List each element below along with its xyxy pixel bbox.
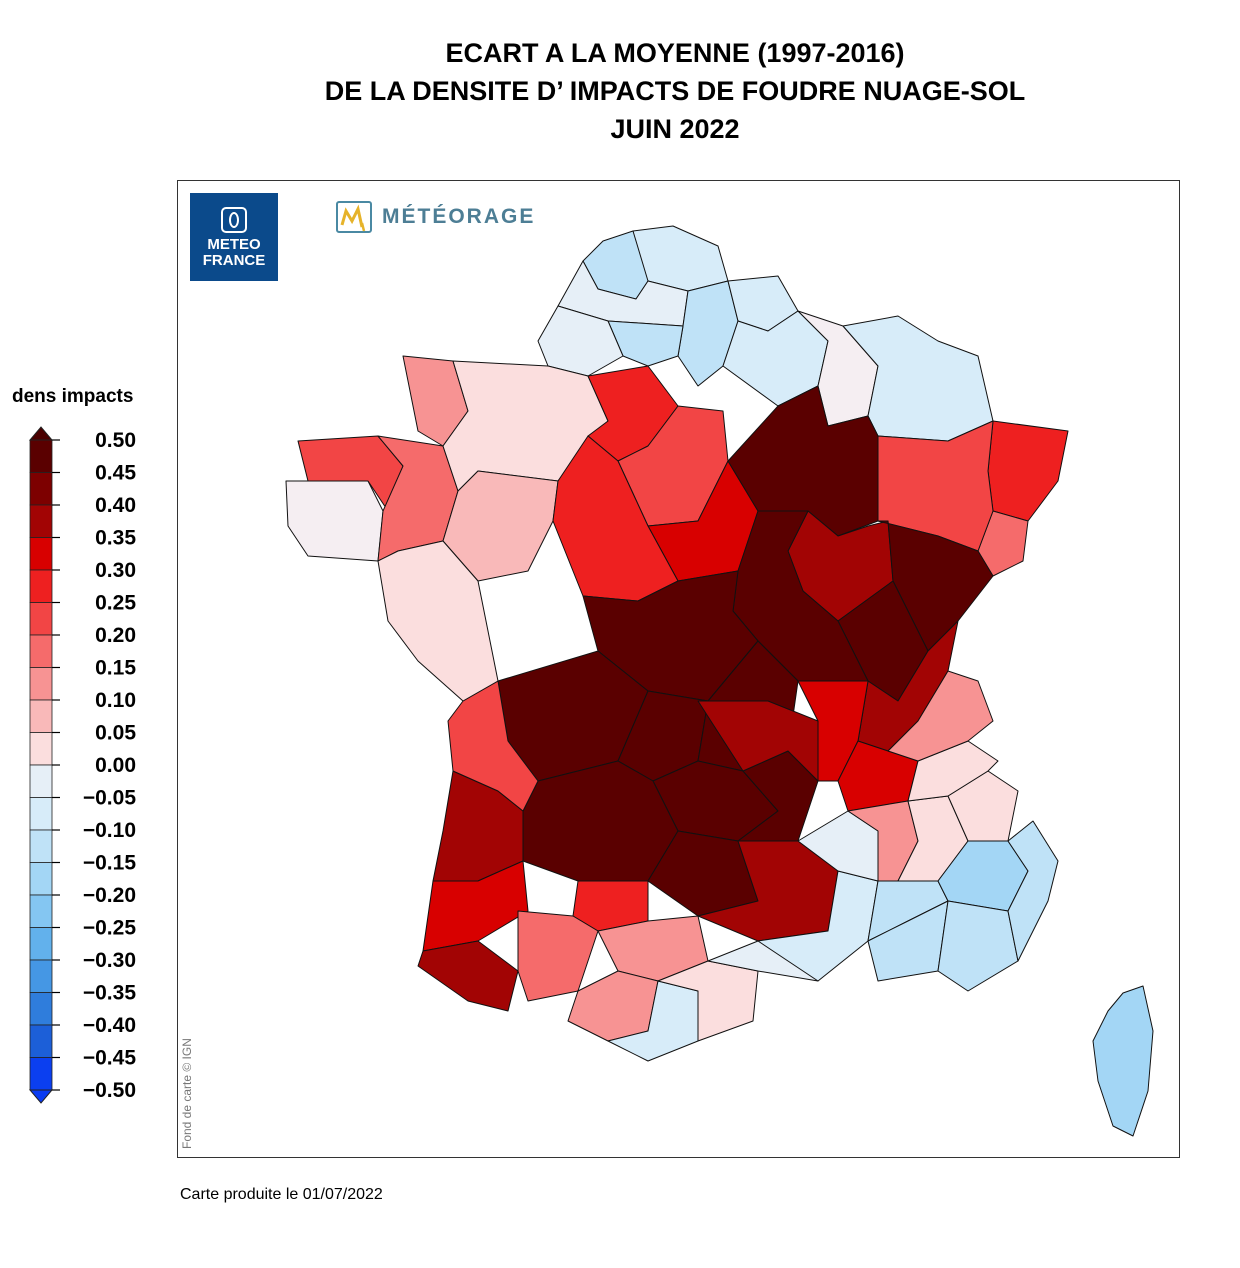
legend-title: dens impacts: [12, 386, 134, 407]
department-haute-savoie: [887, 670, 994, 762]
colorbar-swatch: [29, 1057, 53, 1091]
colorbar-swatch: [29, 732, 53, 766]
colorbar-swatch: [29, 992, 53, 1026]
title-line-3: JUIN 2022: [610, 114, 740, 144]
colorbar-tick-label: 0.40: [95, 494, 136, 517]
colorbar-swatch: [29, 959, 53, 993]
france-choropleth-map: [285, 225, 1154, 1137]
department-vend-e: [377, 540, 499, 702]
regions-layer: [285, 225, 1154, 1137]
colorbar-swatch: [29, 797, 53, 831]
production-date: Carte produite le 01/07/2022: [180, 1186, 383, 1203]
colorbar-swatch: [29, 764, 53, 798]
meteorage-logo: MÉTÉORAGE: [336, 197, 535, 237]
title-line-2: DE LA DENSITE D’ IMPACTS DE FOUDRE NUAGE…: [324, 76, 1026, 106]
department-var: [937, 900, 1019, 992]
colorbar-tick-label: 0.25: [95, 592, 136, 615]
colorbar-swatch: [29, 569, 53, 603]
meteorage-logo-icon: [336, 201, 372, 233]
colorbar-swatch: [29, 829, 53, 863]
meteorage-wordmark: MÉTÉORAGE: [382, 205, 536, 228]
department-alpes-maritimes: [1007, 820, 1059, 962]
department-bas-rhin: [987, 420, 1069, 522]
colorbar-tick-label: 0.30: [95, 559, 136, 582]
colorbar-tick-label: −0.15: [83, 852, 136, 875]
colorbar-swatch: [29, 699, 53, 733]
colorbar-tick-label: −0.20: [83, 884, 136, 907]
meteo-france-logo-icon: METEO FRANCE: [190, 193, 278, 281]
colorbar-tick-label: −0.30: [83, 949, 136, 972]
meteorage-lightning-icon: [340, 204, 366, 232]
colorbar-swatch: [29, 927, 53, 961]
colorbar-tick-label: −0.45: [83, 1047, 136, 1070]
department-pyr-n-es-atlantiques: [417, 940, 519, 1012]
colorbar-tick-label: 0.20: [95, 624, 136, 647]
colorbar-swatch: [29, 1024, 53, 1058]
colorbar-tick-label: −0.50: [83, 1079, 136, 1102]
meteo-france-logo-line2: FRANCE: [202, 252, 266, 269]
colorbar-swatch: [29, 439, 53, 473]
colorbar-tick-label: 0.50: [95, 429, 136, 452]
colorbar-swatch: [29, 862, 53, 896]
department-oise: [607, 320, 684, 367]
colorbar-tick-label: 0.10: [95, 689, 136, 712]
colorbar-tick-label: 0.45: [95, 462, 136, 485]
colorbar-swatch: [29, 667, 53, 701]
colorbar-swatch: [29, 602, 53, 636]
legend-colorbar: 0.50 0.45 0.40 0.35 0.30 0.25 0.20 0.15 0.10 0.05…: [28, 426, 136, 1104]
colorbar-tick-label: 0.15: [95, 657, 136, 680]
colorbar-tick-label: −0.05: [83, 787, 136, 810]
colorbar-tick-label: −0.40: [83, 1014, 136, 1037]
department-finist-re: [285, 480, 384, 562]
department-charente-maritime: [447, 680, 539, 812]
colorbar-tick-label: 0.35: [95, 527, 136, 550]
map-title: ECART A LA MOYENNE (1997-2016) DE LA DEN…: [0, 34, 1240, 148]
meteo-france-mark-icon: [221, 207, 247, 233]
colorbar-tick-label: −0.35: [83, 982, 136, 1005]
colorbar-swatch: [29, 894, 53, 928]
triangle-up-icon: [28, 426, 54, 441]
triangle-down-icon: [28, 1089, 54, 1104]
map-frame: METEO FRANCE MÉTÉORAGE Fond de carte © I…: [177, 180, 1180, 1158]
meteo-france-logo-line1: METEO: [207, 236, 261, 253]
colorbar-tick-label: 0.00: [95, 754, 136, 777]
colorbar-swatch: [29, 472, 53, 506]
title-line-1: ECART A LA MOYENNE (1997-2016): [445, 38, 905, 68]
colorbar-swatch: [29, 537, 53, 571]
colorbar-tick-label: 0.05: [95, 722, 136, 745]
colorbar-swatch: [29, 634, 53, 668]
department-corse: [1092, 985, 1154, 1137]
colorbar-tick-label: −0.10: [83, 819, 136, 842]
colorbar-tick-label: −0.25: [83, 917, 136, 940]
colorbar-swatch: [29, 504, 53, 538]
